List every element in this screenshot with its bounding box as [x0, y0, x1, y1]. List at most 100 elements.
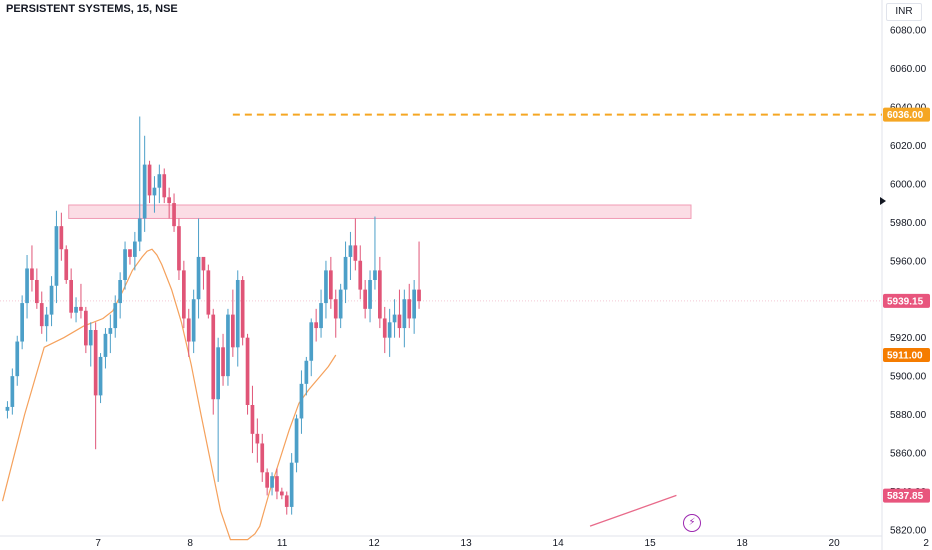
candle-body [201, 256, 206, 271]
candle [103, 328, 108, 369]
candle-body [378, 270, 382, 319]
candle [118, 272, 122, 319]
candle [196, 218, 201, 319]
candle-body [324, 270, 328, 304]
y-tick-label: 5820.00 [890, 526, 927, 537]
candle [64, 245, 69, 284]
candle [250, 385, 255, 454]
candle [373, 216, 377, 290]
candle-body [172, 203, 176, 227]
candle [93, 322, 98, 450]
candle-body [137, 218, 142, 242]
candle-body [368, 280, 372, 309]
candle-body [118, 280, 122, 304]
candle-body [167, 197, 171, 204]
candle [324, 260, 328, 319]
ma-price-badge: 5911.00 [883, 348, 930, 362]
x-tick-label: 15 [645, 538, 657, 549]
candle [201, 256, 206, 290]
trend-line [589, 494, 677, 527]
candle [74, 297, 78, 323]
candle-body [54, 226, 59, 286]
candle [142, 135, 147, 232]
candle [265, 468, 269, 496]
currency-button[interactable]: INR [886, 3, 922, 21]
x-tick-label: 20 [829, 538, 841, 549]
candle-body [35, 280, 39, 304]
y-tick-label: 6000.00 [890, 179, 927, 190]
candle-body [363, 289, 367, 309]
candle-body [255, 433, 260, 444]
candle [348, 231, 353, 280]
moving-average-line [1, 248, 337, 541]
candle-body [275, 476, 279, 492]
candle-body [348, 245, 353, 257]
candle-body [265, 472, 269, 488]
lightning-icon[interactable]: ⚡ [683, 514, 701, 532]
candle [343, 241, 348, 304]
candle-body [30, 268, 34, 280]
candle-body [284, 495, 289, 507]
candle [407, 283, 412, 329]
candle [417, 241, 421, 309]
candle [113, 295, 118, 338]
y-tick-label: 6080.00 [890, 26, 927, 37]
candle [338, 283, 343, 329]
candle [231, 289, 235, 357]
candle [245, 333, 250, 415]
candle-body [397, 314, 402, 329]
candle [363, 280, 367, 319]
candle [147, 160, 152, 204]
candle [221, 333, 225, 386]
candle-body [182, 270, 186, 319]
candle-body [417, 289, 421, 302]
x-tick-label: 8 [187, 538, 193, 549]
candle [54, 210, 59, 304]
candle-body [142, 164, 147, 219]
ma-price-badge-bg [883, 348, 930, 362]
candle [294, 414, 299, 473]
candle-body [353, 245, 358, 261]
candle [5, 401, 10, 419]
candle-body [387, 322, 392, 338]
candle-body [250, 405, 255, 434]
candle-body [133, 241, 137, 257]
candle [260, 433, 265, 482]
candle [49, 276, 54, 327]
candle [79, 283, 83, 319]
candle-body [299, 383, 304, 419]
low-price-badge-text: 5837.85 [887, 491, 924, 502]
candle [30, 245, 34, 292]
last-price-badge-text: 5939.15 [887, 296, 924, 307]
resistance-price-badge-bg [883, 107, 930, 122]
candle-body [25, 268, 29, 304]
candle [172, 193, 176, 232]
candle [382, 306, 387, 354]
candle-body [147, 164, 152, 196]
candle-body [358, 260, 363, 290]
play-icon[interactable] [880, 197, 886, 205]
candle-body [407, 299, 412, 319]
candle-body [74, 306, 78, 313]
ma-price-badge-text: 5911.00 [887, 351, 923, 362]
candle-body [64, 249, 69, 280]
y-tick-label: 5860.00 [890, 449, 927, 460]
candle-body [382, 318, 387, 338]
candle-body [39, 303, 44, 327]
candle [123, 241, 127, 290]
candle [15, 335, 20, 386]
candle-body [231, 314, 235, 348]
candle [353, 218, 358, 271]
candle-body [343, 256, 348, 290]
y-tick-label: 5980.00 [890, 218, 927, 229]
candle [133, 231, 137, 271]
candle [98, 353, 103, 404]
x-tick-label: 11 [277, 538, 288, 549]
candle-body [103, 333, 108, 357]
candle [88, 322, 93, 367]
candle-body [289, 462, 294, 507]
candle [162, 168, 167, 204]
y-tick-label: 5900.00 [890, 372, 927, 383]
x-tick-label: 7 [95, 538, 101, 549]
